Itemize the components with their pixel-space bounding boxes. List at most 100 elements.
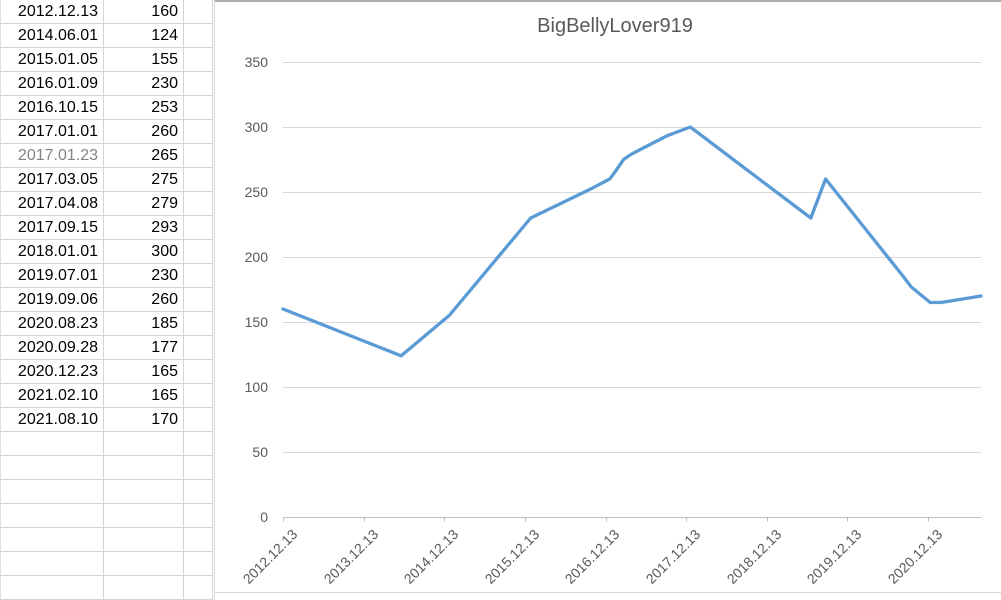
empty-cell[interactable] — [184, 576, 213, 600]
chart-panel[interactable]: BigBellyLover919 0 50 100 150 200 250 300 350 2… — [214, 0, 1001, 600]
empty-cell[interactable] — [184, 168, 213, 192]
date-cell[interactable]: 2018.01.01 — [0, 240, 104, 264]
date-cell[interactable]: 2021.08.10 — [0, 408, 104, 432]
date-cell[interactable]: 2020.08.23 — [0, 312, 104, 336]
empty-cell[interactable] — [184, 432, 213, 456]
empty-cell[interactable] — [184, 72, 213, 96]
value-cell[interactable]: 275 — [104, 168, 184, 192]
y-axis-tick-label: 0 — [260, 509, 268, 525]
empty-cell[interactable] — [184, 96, 213, 120]
table-row — [0, 456, 213, 480]
date-cell[interactable]: 2020.12.23 — [0, 360, 104, 384]
date-cell[interactable] — [0, 456, 104, 480]
date-cell[interactable] — [0, 528, 104, 552]
spreadsheet-grid: 2012.12.13 160 2014.06.01 124 2015.01.05 155 2… — [0, 0, 213, 600]
date-cell[interactable]: 2017.01.01 — [0, 120, 104, 144]
value-cell[interactable]: 260 — [104, 120, 184, 144]
value-cell[interactable]: 177 — [104, 336, 184, 360]
empty-cell[interactable] — [184, 288, 213, 312]
date-cell[interactable]: 2015.01.05 — [0, 48, 104, 72]
empty-cell[interactable] — [184, 336, 213, 360]
value-cell[interactable]: 300 — [104, 240, 184, 264]
value-cell[interactable]: 293 — [104, 216, 184, 240]
value-cell[interactable]: 124 — [104, 24, 184, 48]
empty-cell[interactable] — [184, 480, 213, 504]
date-cell[interactable]: 2014.06.01 — [0, 24, 104, 48]
value-cell[interactable]: 165 — [104, 384, 184, 408]
date-cell[interactable]: 2017.04.08 — [0, 192, 104, 216]
value-cell[interactable] — [104, 552, 184, 576]
table-row: 2016.10.15 253 — [0, 96, 213, 120]
y-axis-tick-label: 350 — [244, 54, 268, 70]
y-axis-tick-label: 150 — [244, 314, 268, 330]
empty-cell[interactable] — [184, 456, 213, 480]
date-cell[interactable]: 2012.12.13 — [0, 0, 104, 24]
value-cell[interactable] — [104, 456, 184, 480]
date-cell[interactable]: 2021.02.10 — [0, 384, 104, 408]
empty-cell[interactable] — [184, 264, 213, 288]
value-cell[interactable]: 230 — [104, 72, 184, 96]
empty-cell[interactable] — [184, 552, 213, 576]
y-axis-tick-label: 100 — [244, 379, 268, 395]
table-row: 2019.09.06 260 — [0, 288, 213, 312]
value-cell[interactable]: 160 — [104, 0, 184, 24]
empty-cell[interactable] — [184, 528, 213, 552]
value-cell[interactable] — [104, 432, 184, 456]
chart-title[interactable]: BigBellyLover919 — [537, 15, 693, 37]
table-row — [0, 528, 213, 552]
value-cell[interactable]: 185 — [104, 312, 184, 336]
date-cell[interactable]: 2016.01.09 — [0, 72, 104, 96]
empty-cell[interactable] — [184, 120, 213, 144]
value-cell[interactable] — [104, 528, 184, 552]
data-series-line[interactable] — [281, 125, 983, 358]
y-axis-tick-label: 250 — [244, 184, 268, 200]
y-axis-tick-label: 300 — [244, 119, 268, 135]
date-cell[interactable]: 2020.09.28 — [0, 336, 104, 360]
date-cell[interactable] — [0, 576, 104, 600]
table-row: 2016.01.09 230 — [0, 72, 213, 96]
empty-cell[interactable] — [184, 504, 213, 528]
table-row: 2017.04.08 279 — [0, 192, 213, 216]
date-cell[interactable] — [0, 552, 104, 576]
date-cell[interactable] — [0, 432, 104, 456]
date-cell[interactable] — [0, 480, 104, 504]
value-cell[interactable]: 165 — [104, 360, 184, 384]
empty-cell[interactable] — [184, 192, 213, 216]
value-cell[interactable] — [104, 480, 184, 504]
table-row: 2017.01.23 265 — [0, 144, 213, 168]
empty-cell[interactable] — [184, 216, 213, 240]
value-cell[interactable] — [104, 576, 184, 600]
date-cell[interactable]: 2017.09.15 — [0, 216, 104, 240]
value-cell[interactable]: 279 — [104, 192, 184, 216]
empty-cell[interactable] — [184, 144, 213, 168]
value-cell[interactable]: 155 — [104, 48, 184, 72]
table-row: 2012.12.13 160 — [0, 0, 213, 24]
empty-cell[interactable] — [184, 240, 213, 264]
date-cell[interactable]: 2016.10.15 — [0, 96, 104, 120]
value-cell[interactable]: 230 — [104, 264, 184, 288]
chart-border-bottom — [215, 592, 1001, 593]
empty-cell[interactable] — [184, 24, 213, 48]
table-row: 2017.01.01 260 — [0, 120, 213, 144]
y-axis-tick-label: 200 — [244, 249, 268, 265]
empty-cell[interactable] — [184, 360, 213, 384]
value-cell[interactable]: 253 — [104, 96, 184, 120]
table-row — [0, 576, 213, 600]
date-cell[interactable]: 2019.09.06 — [0, 288, 104, 312]
date-cell[interactable]: 2017.01.23 — [0, 144, 104, 168]
value-cell[interactable]: 260 — [104, 288, 184, 312]
date-cell[interactable]: 2019.07.01 — [0, 264, 104, 288]
empty-cell[interactable] — [184, 384, 213, 408]
table-row: 2021.02.10 165 — [0, 384, 213, 408]
table-row: 2014.06.01 124 — [0, 24, 213, 48]
table-row: 2020.09.28 177 — [0, 336, 213, 360]
empty-cell[interactable] — [184, 0, 213, 24]
empty-cell[interactable] — [184, 48, 213, 72]
value-cell[interactable] — [104, 504, 184, 528]
value-cell[interactable]: 265 — [104, 144, 184, 168]
empty-cell[interactable] — [184, 312, 213, 336]
date-cell[interactable] — [0, 504, 104, 528]
value-cell[interactable]: 170 — [104, 408, 184, 432]
date-cell[interactable]: 2017.03.05 — [0, 168, 104, 192]
empty-cell[interactable] — [184, 408, 213, 432]
